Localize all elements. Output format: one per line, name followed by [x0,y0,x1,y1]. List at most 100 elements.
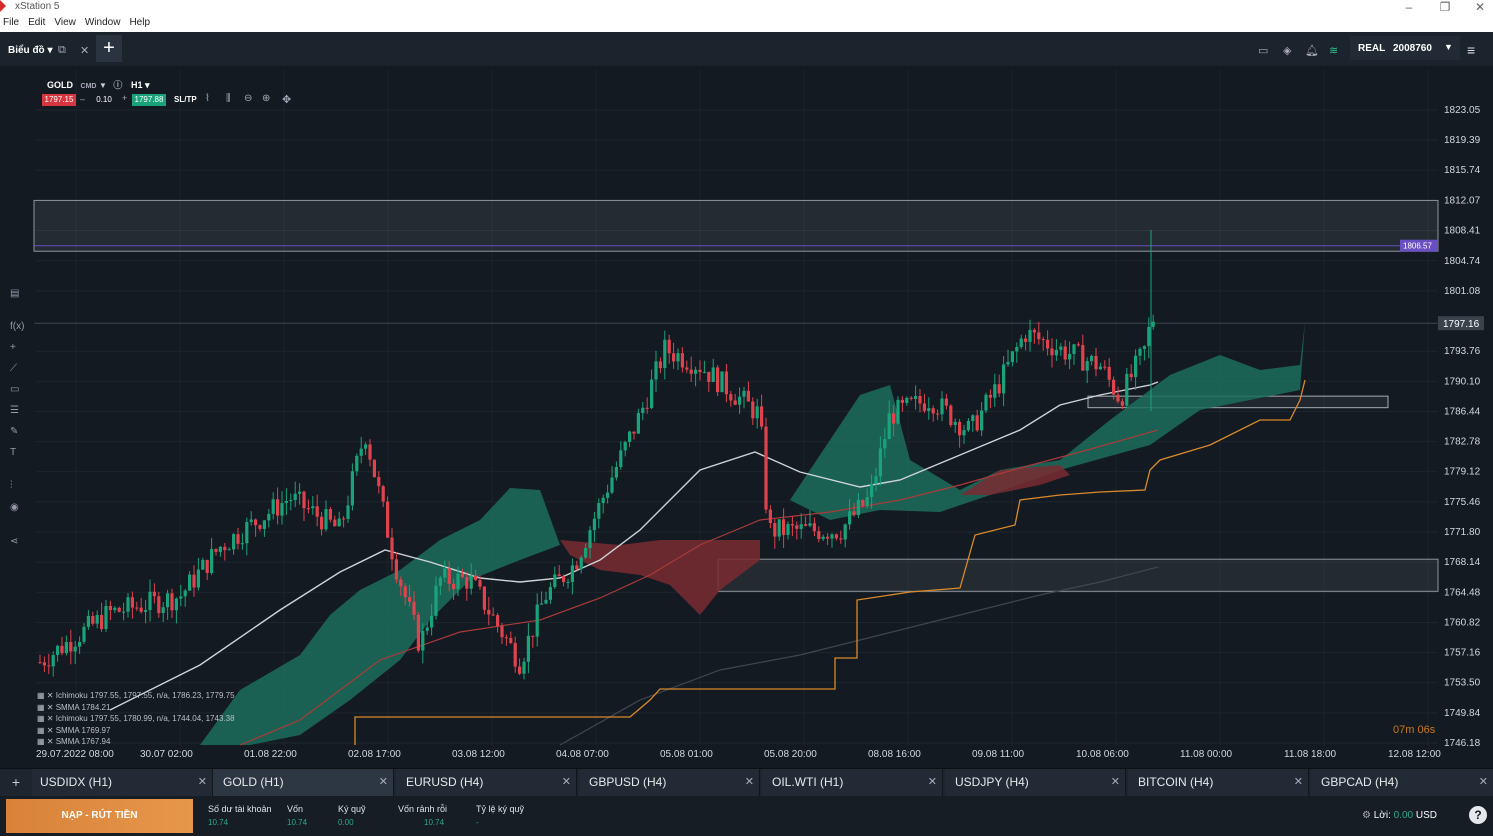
zoom-in-icon[interactable]: ⊕ [262,93,271,104]
volume-increase-icon[interactable]: + [122,93,128,103]
candle-body [790,523,794,526]
bid-price[interactable]: 1797.15 [42,94,76,106]
tab-usdjpy[interactable]: USDJPY (H4) ✕ [945,769,1126,796]
price-tick-label: 1815.74 [1444,165,1481,176]
candle-body [980,410,984,431]
candle-body [751,401,755,419]
rectangle-tool-icon[interactable]: ▭ [10,384,20,395]
tab-eurusd[interactable]: EURUSD (H4) ✕ [396,769,577,796]
candle-body [56,645,60,656]
sltp-button[interactable]: SL/TP [174,95,197,104]
candle-body [170,593,174,611]
text-tool-icon[interactable]: T [10,447,17,458]
close-window-icon[interactable]: ✕ [1474,0,1486,14]
close-tab-icon[interactable]: ✕ [80,45,90,57]
chart-type-icon[interactable]: ⌇ [205,93,210,104]
close-icon[interactable]: ✕ [1293,776,1303,788]
menu-edit[interactable]: Edit [28,17,46,28]
close-icon[interactable]: ✕ [561,776,571,788]
close-icon[interactable]: ✕ [744,776,754,788]
candle-body [249,519,253,523]
candle-body [390,537,394,560]
indicator-legend-2[interactable]: ▦ ✕ SMMA 1784.21 [37,703,111,712]
restore-icon[interactable]: ❐ [1439,0,1451,14]
candle-body [768,509,772,524]
candle-body [355,455,359,472]
account-selector[interactable]: REAL 2008760 ▼ [1350,36,1460,60]
close-icon[interactable]: ✕ [927,776,937,788]
layers-icon[interactable]: ◉ [10,502,19,513]
ask-price[interactable]: 1797.88 [132,94,166,106]
candle-body [328,509,332,520]
candle-body [1041,339,1045,341]
time-tick-label: 11.08 00:00 [1180,749,1233,760]
move-icon[interactable]: ✥ [282,94,292,106]
symbol-name[interactable]: GOLD [47,80,73,90]
line-tool-icon[interactable]: ⟋ [10,363,17,374]
candle-body [1090,355,1094,362]
close-icon[interactable]: ✕ [378,776,388,788]
candle-body [1120,401,1124,406]
minimize-icon[interactable]: – [1405,0,1413,14]
fibonacci-tool-icon[interactable]: ☰ [10,405,19,416]
price-chart[interactable]: 1823.05 1819.39 1815.74 1812.07 1808.41 1804.… [0,66,1493,768]
app-topbar: Biểu đồ ▾ ⧉ ✕ + ▭ ◈ 🔔︎ ≋ REAL 2008760 ▼ … [0,32,1493,67]
chart-area[interactable]: 1823.05 1819.39 1815.74 1812.07 1808.41 1804.… [0,66,1493,768]
candle-body [808,523,812,526]
candle-body [73,646,77,652]
indicator-legend-1[interactable]: ▦ ✕ Ichimoku 1797.55, 1797.55, n/a, 1786… [37,691,235,700]
measure-tool-icon[interactable]: ⫶ [10,480,13,491]
timeframe-selector[interactable]: H1 ▾ [130,80,150,90]
indicators-icon[interactable]: ⫼ [226,93,231,104]
indicator-legend-3[interactable]: ▦ ✕ Ichimoku 1797.55, 1780.99, n/a, 1744… [37,714,235,723]
tab-gold[interactable]: GOLD (H1) ✕ [213,769,394,796]
pen-tool-icon[interactable]: ✎ [10,426,19,437]
time-tick-label: 05.08 20:00 [764,749,817,760]
volume-decrease-icon[interactable]: – [80,94,86,104]
candle-body [482,586,486,610]
add-tab-button[interactable]: + [11,774,21,790]
volume-input[interactable]: 0.10 [96,95,112,104]
tab-gbpcad[interactable]: GBPCAD (H4) ✕ [1311,769,1493,796]
candle-body [592,518,596,531]
price-tick-label: 1819.39 [1444,135,1481,146]
audio-icon[interactable]: ◈ [1283,45,1292,57]
menu-window[interactable]: Window [84,17,121,28]
close-icon[interactable]: ✕ [1110,776,1120,788]
candle-body [610,477,614,493]
current-price-tag [1438,316,1484,331]
candle-body [874,476,878,484]
menu-view[interactable]: View [54,17,76,28]
bell-icon[interactable]: 🔔︎ [1305,45,1319,57]
layout-icon[interactable]: ▭ [1258,45,1269,57]
price-tick-label: 1779.12 [1444,467,1481,478]
deposit-withdraw-button[interactable]: NẠP - RÚT TIỀN [6,799,193,833]
candle-body [645,407,649,409]
tab-gbpusd[interactable]: GBPUSD (H4) ✕ [579,769,760,796]
popout-icon[interactable]: ⧉ [58,44,66,56]
share-icon[interactable]: ⋖ [10,536,19,547]
menu-file[interactable]: File [3,17,20,28]
hamburger-menu-icon[interactable]: ≡ [1467,42,1476,58]
candle-body [293,493,297,501]
close-icon[interactable]: ✕ [1478,776,1488,788]
chart-view-tab[interactable]: Biểu đồ ▾ [8,45,53,56]
zoom-out-icon[interactable]: ⊖ [244,93,253,104]
chevron-down-icon[interactable]: ▼ [98,81,107,90]
crosshair-tool-icon[interactable]: + [10,342,16,353]
menu-help[interactable]: Help [129,17,151,28]
close-icon[interactable]: ✕ [197,776,207,788]
tab-oilwti[interactable]: OIL.WTI (H1) ✕ [762,769,943,796]
tab-usdidx[interactable]: USDIDX (H1) ✕ [32,769,213,796]
panel-icon[interactable]: ▤ [10,288,20,299]
add-chart-button[interactable]: + [96,35,122,62]
candle-body [689,369,693,374]
indicator-legend-5[interactable]: ▦ ✕ SMMA 1767.94 [37,737,111,746]
tab-bitcoin[interactable]: BITCOIN (H4) ✕ [1128,769,1309,796]
candle-body [258,525,262,529]
function-icon[interactable]: f(x) [10,321,25,332]
indicator-legend-4[interactable]: ▦ ✕ SMMA 1769.97 [37,726,111,735]
candle-body [452,583,456,590]
info-icon[interactable]: ⓘ [113,80,123,90]
help-icon[interactable]: ? [1469,806,1487,824]
